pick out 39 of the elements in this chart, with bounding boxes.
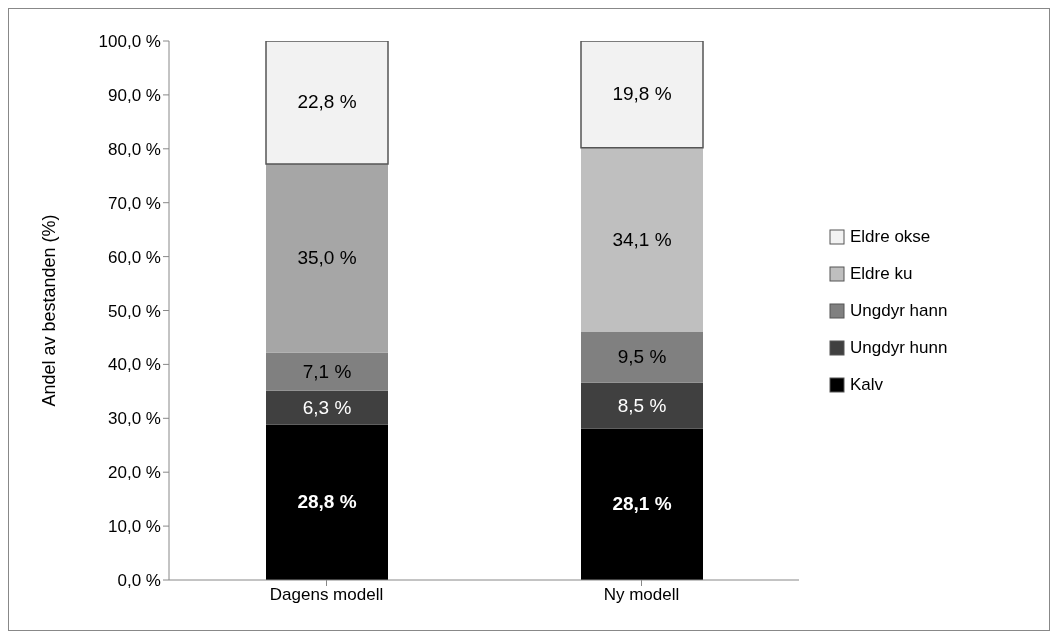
- y-tick-label: 20,0 %: [108, 463, 161, 483]
- bar: [581, 331, 703, 383]
- y-tick-label: 0,0 %: [117, 571, 161, 591]
- data-label: 6,3 %: [302, 396, 352, 418]
- legend-label: Ungdyr hunn: [850, 338, 948, 358]
- data-label: 35,0 %: [297, 247, 357, 269]
- data-label: 34,1 %: [612, 228, 672, 250]
- y-tick-label: 40,0 %: [108, 355, 161, 375]
- data-label: 7,1 %: [302, 360, 352, 382]
- x-tick-label: Ny modell: [603, 585, 680, 605]
- y-axis-title: Andel av bestanden (%): [39, 214, 60, 407]
- x-tick-label: Dagens modell: [269, 585, 384, 605]
- legend-label: Eldre ku: [850, 264, 913, 284]
- y-tick-label: 80,0 %: [108, 139, 161, 159]
- bar: [266, 163, 388, 353]
- bar: [266, 424, 388, 580]
- y-tick-label: 50,0 %: [108, 301, 161, 321]
- data-label: 28,1 %: [612, 493, 672, 515]
- legend-label: Eldre okse: [850, 227, 931, 247]
- data-label: 9,5 %: [617, 346, 667, 368]
- data-label: 22,8 %: [297, 91, 357, 113]
- y-tick-label: 30,0 %: [108, 409, 161, 429]
- data-label: 19,8 %: [612, 83, 672, 105]
- bar: [581, 428, 703, 580]
- bar: [581, 147, 703, 332]
- y-tick-label: 100,0 %: [98, 32, 161, 52]
- legend-label: Ungdyr hann: [850, 301, 948, 321]
- bar: [266, 390, 388, 425]
- bar: [266, 352, 388, 391]
- bar: [265, 41, 389, 165]
- y-tick-label: 10,0 %: [108, 517, 161, 537]
- legend-label: Kalv: [850, 375, 884, 395]
- y-tick-label: 70,0 %: [108, 193, 161, 213]
- bar: [581, 382, 703, 429]
- data-label: 28,8 %: [297, 491, 357, 513]
- bar: [580, 41, 704, 149]
- data-label: 8,5 %: [617, 394, 667, 416]
- y-tick-label: 60,0 %: [108, 247, 161, 267]
- y-tick-label: 90,0 %: [108, 85, 161, 105]
